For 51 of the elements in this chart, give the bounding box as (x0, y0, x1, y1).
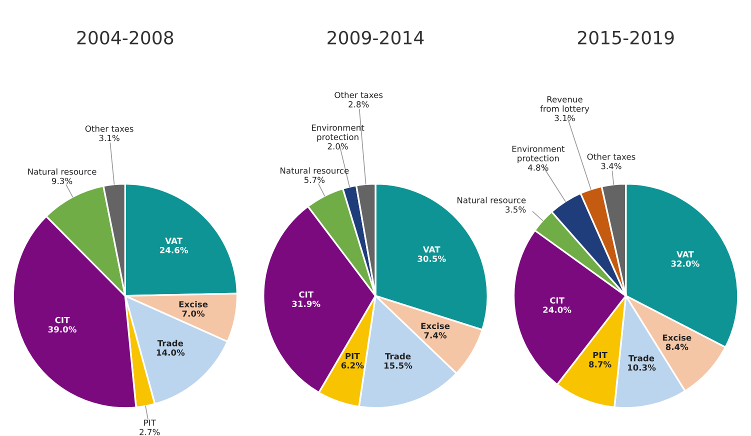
data-label: 15.5% (384, 362, 412, 369)
slice-label: PIT (346, 352, 360, 360)
slice-label: Natural resource (458, 196, 526, 204)
data-label: 8.4% (666, 344, 688, 350)
slice-label: CIT (550, 297, 564, 304)
data-label: 32.0% (671, 260, 700, 267)
data-label: 7.0% (182, 310, 205, 317)
data-label: 9.3% (52, 178, 72, 184)
data-label: 24.6% (160, 246, 188, 254)
slice-label: VAT (422, 246, 440, 252)
slice-label: Trade (157, 340, 184, 346)
data-label: 8.7% (588, 361, 612, 368)
slice-label: Environment protection (512, 146, 565, 163)
slice-label: VAT (165, 238, 182, 244)
slice-label: Excise (662, 334, 692, 341)
slice-label: CIT (55, 316, 70, 324)
data-label: 3.4% (601, 162, 622, 170)
data-label: 5.7% (304, 176, 325, 184)
chart-title: 2004-2008 (77, 30, 174, 44)
slice-label: Other taxes (587, 153, 636, 160)
data-label: 3.5% (506, 206, 526, 213)
chart-title: 2015-2019 (578, 30, 674, 44)
slice-label: Other taxes (334, 92, 383, 98)
data-label: 14.0% (156, 349, 185, 356)
slice-label: Natural resource (28, 168, 96, 175)
slice-label: VAT (676, 251, 694, 258)
slice-label: Revenue from lottery (540, 96, 590, 114)
slice-label: Excise (179, 300, 208, 308)
slice-label: Trade (384, 352, 411, 360)
data-label: 4.8% (528, 164, 548, 171)
data-label: 7.4% (424, 332, 447, 338)
slice-label: PIT (144, 420, 156, 426)
data-label: 31.9% (292, 300, 320, 308)
slice-label: Environment protection (312, 124, 364, 142)
slice-label: PIT (593, 352, 608, 358)
data-label: 6.2% (341, 362, 364, 368)
slice-label: Natural resource (280, 167, 349, 174)
data-label: 3.1% (99, 134, 120, 142)
data-label: 39.0% (48, 326, 76, 333)
slice-label: CIT (299, 291, 314, 298)
data-label: 30.5% (418, 256, 446, 262)
slice-label: Excise (421, 322, 450, 330)
data-label: 2.7% (140, 428, 160, 436)
data-label: 2.8% (348, 101, 369, 108)
slice-label: Trade (628, 354, 654, 362)
data-label: 10.3% (628, 364, 656, 371)
chart-title: 2009-2014 (328, 30, 424, 44)
data-label: 3.1% (554, 114, 575, 122)
data-label: 24.0% (543, 306, 572, 313)
data-label: 2.0% (328, 143, 348, 150)
slice-label: Other taxes (85, 125, 134, 132)
